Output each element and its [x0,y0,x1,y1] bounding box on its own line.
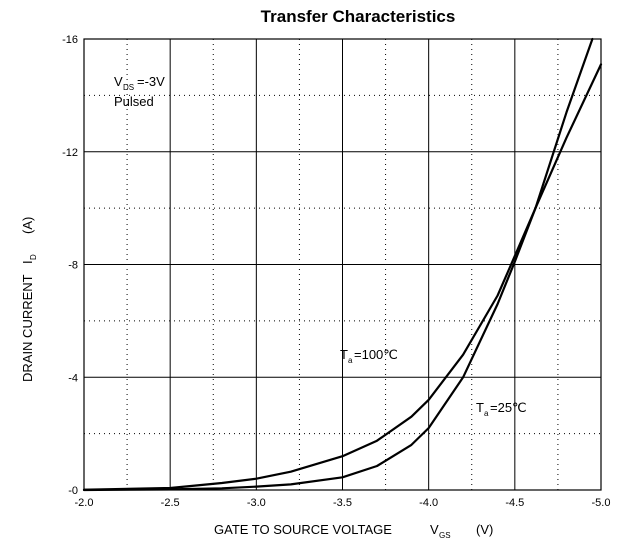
y-axis-label: DRAIN CURRENT I D (A) [20,217,38,382]
series-ta-100-subscript: a [348,356,353,365]
x-tick-label: -3.0 [247,497,266,509]
x-tick-label: -5.0 [592,497,611,509]
x-axis-unit: (V) [476,522,493,537]
series-layer [82,37,603,492]
x-tick-label: -2.0 [75,497,94,509]
series-ta-100-value: =100℃ [354,347,398,362]
condition-vds-symbol: V [114,74,123,89]
y-tick-label: -12 [62,147,78,159]
series-ta-100-symbol: T [340,347,348,362]
condition-vds-value: =-3V [137,74,165,89]
y-axis-unit: (A) [20,217,35,234]
y-axis-title: DRAIN CURRENT [20,274,35,382]
series-ta-25-value: =25℃ [490,400,527,415]
x-axis-ticks: -2.0 -2.5 -3.0 -3.5 -4.0 -4.5 -5.0 [75,497,611,509]
y-tick-label: -4 [68,372,78,384]
x-tick-label: -4.0 [419,497,438,509]
grid-lines [84,39,601,490]
x-axis-symbol: V [430,522,439,537]
x-tick-label: -2.5 [161,497,180,509]
x-tick-label: -3.5 [333,497,352,509]
series-ta-25-subscript: a [484,409,489,418]
chart-title: Transfer Characteristics [261,7,456,26]
condition-pulsed: Pulsed [114,94,154,109]
plot-frame [83,38,602,491]
condition-vds-subscript: DS [123,83,134,92]
x-tick-label: -4.5 [505,497,524,509]
y-axis-ticks: -0 -4 -8 -12 -16 [62,34,78,497]
series-ta-25-line [82,37,594,492]
y-tick-label: -8 [68,260,78,272]
x-axis-subscript: GS [439,531,451,540]
y-axis-symbol: I [20,260,35,264]
y-tick-label: -16 [62,34,78,46]
x-axis-label: GATE TO SOURCE VOLTAGE V GS (V) [214,522,493,540]
series-ta-25-symbol: T [476,400,484,415]
x-axis-title: GATE TO SOURCE VOLTAGE [214,522,392,537]
y-tick-label: -0 [68,485,78,497]
y-axis-subscript: D [29,254,38,260]
plot-border [83,38,602,491]
